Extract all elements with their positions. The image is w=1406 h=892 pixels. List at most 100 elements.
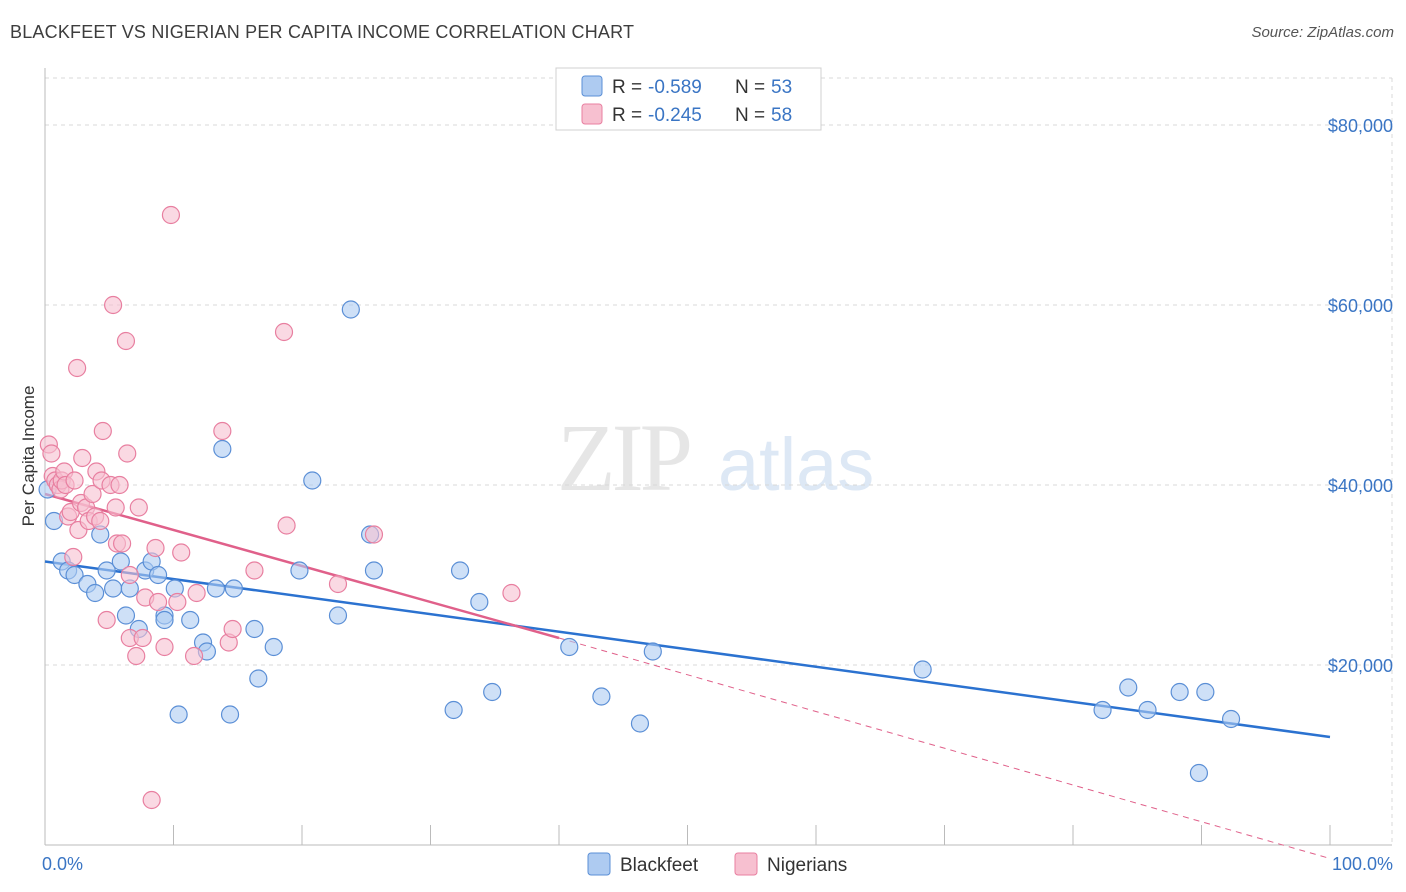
point-nigerians	[274, 322, 294, 342]
point-nigerians	[133, 628, 152, 648]
point-nigerians	[127, 646, 146, 666]
point-nigerians	[245, 561, 264, 580]
point-nigerians	[129, 498, 148, 517]
legend-n-label-blackfeet: N =	[735, 77, 765, 98]
point-nigerians	[328, 574, 348, 594]
point-blackfeet	[1138, 700, 1157, 720]
bottom-legend-swatch-nigerians	[734, 852, 758, 876]
point-blackfeet	[303, 471, 322, 490]
y-axis-label: Per Capita Income	[19, 386, 38, 527]
y-tick-label: $60,000	[1328, 296, 1393, 316]
point-blackfeet	[470, 592, 489, 612]
point-blackfeet	[1221, 709, 1241, 729]
point-blackfeet	[1119, 678, 1138, 697]
point-blackfeet	[264, 637, 283, 657]
x-tick-label-max: 100.0%	[1332, 854, 1393, 874]
trend-line-nigerians-extension	[558, 637, 1331, 859]
point-nigerians	[91, 511, 110, 531]
x-tick-label-min: 0.0%	[42, 854, 83, 874]
point-nigerians	[68, 358, 87, 378]
trend-line-blackfeet	[44, 560, 1331, 739]
point-blackfeet	[245, 619, 264, 639]
legend-swatch-nigerians	[581, 103, 603, 125]
point-blackfeet	[364, 561, 384, 580]
point-blackfeet	[1196, 682, 1215, 702]
chart-source: Source: ZipAtlas.com	[1251, 24, 1394, 41]
legend-n-nigerians: 58	[771, 105, 792, 126]
legend-n-label-nigerians: N =	[735, 105, 765, 126]
point-blackfeet	[97, 561, 116, 580]
point-blackfeet	[65, 565, 84, 585]
y-tick-label: $80,000	[1328, 116, 1393, 136]
point-blackfeet	[111, 552, 130, 571]
point-blackfeet	[1170, 682, 1189, 702]
point-nigerians	[65, 471, 84, 490]
point-nigerians	[213, 421, 232, 441]
point-nigerians	[223, 619, 242, 639]
point-blackfeet	[444, 700, 463, 720]
bottom-legend: Blackfeet Nigerians	[587, 852, 847, 876]
point-nigerians	[112, 534, 132, 553]
point-blackfeet	[1093, 700, 1112, 720]
point-blackfeet	[560, 637, 579, 657]
point-nigerians	[97, 610, 116, 630]
point-nigerians	[364, 525, 384, 544]
legend-r-nigerians: -0.245	[648, 105, 702, 126]
point-blackfeet	[169, 705, 188, 724]
legend-r-blackfeet: -0.589	[648, 77, 702, 98]
point-blackfeet	[341, 300, 360, 319]
point-nigerians	[64, 547, 83, 567]
point-blackfeet	[913, 660, 932, 679]
point-nigerians	[116, 331, 136, 351]
point-blackfeet	[206, 579, 226, 598]
point-nigerians	[161, 205, 181, 225]
point-nigerians	[172, 543, 191, 562]
point-nigerians	[83, 484, 102, 504]
point-nigerians	[73, 448, 92, 468]
point-blackfeet	[328, 606, 348, 625]
point-blackfeet	[181, 610, 200, 630]
point-blackfeet	[1189, 763, 1209, 783]
point-nigerians	[110, 475, 129, 495]
point-blackfeet	[213, 439, 232, 459]
bottom-legend-swatch-blackfeet	[587, 852, 611, 876]
y-tick-label: $20,000	[1328, 656, 1393, 676]
point-nigerians	[118, 444, 137, 463]
point-blackfeet	[155, 610, 174, 630]
point-nigerians	[184, 646, 204, 666]
point-blackfeet	[86, 583, 105, 603]
point-nigerians	[502, 583, 521, 603]
point-blackfeet	[643, 642, 662, 661]
data-points	[38, 205, 1241, 810]
point-blackfeet	[592, 687, 611, 706]
point-nigerians	[42, 444, 61, 463]
legend-r-label-nigerians: R =	[612, 105, 642, 126]
point-blackfeet	[116, 606, 136, 625]
point-blackfeet	[148, 565, 168, 585]
point-nigerians	[93, 421, 112, 441]
trend-lines	[44, 492, 1331, 859]
legend-swatch-blackfeet	[581, 75, 603, 97]
point-nigerians	[277, 516, 296, 535]
point-nigerians	[148, 592, 168, 612]
point-blackfeet	[630, 714, 650, 733]
legend-n-blackfeet: 53	[771, 77, 792, 98]
y-tick-label: $40,000	[1328, 476, 1393, 496]
watermark-atlas: atlas	[718, 423, 874, 506]
point-blackfeet	[450, 561, 470, 580]
point-nigerians	[168, 592, 187, 612]
point-blackfeet	[290, 561, 309, 580]
point-blackfeet	[224, 579, 243, 598]
point-nigerians	[104, 295, 123, 315]
point-nigerians	[146, 538, 165, 558]
axes: $20,000 $40,000 $60,000 $80,000	[44, 68, 1393, 846]
chart-title: BLACKFEET VS NIGERIAN PER CAPITA INCOME …	[10, 22, 635, 42]
point-blackfeet	[249, 669, 268, 688]
point-nigerians	[155, 637, 174, 657]
point-nigerians	[106, 498, 125, 517]
bottom-legend-label-nigerians: Nigerians	[767, 855, 847, 876]
legend: R = -0.589 N = 53 R = -0.245 N = 58	[555, 67, 822, 131]
point-nigerians	[187, 583, 206, 603]
legend-r-label-blackfeet: R =	[612, 77, 642, 98]
